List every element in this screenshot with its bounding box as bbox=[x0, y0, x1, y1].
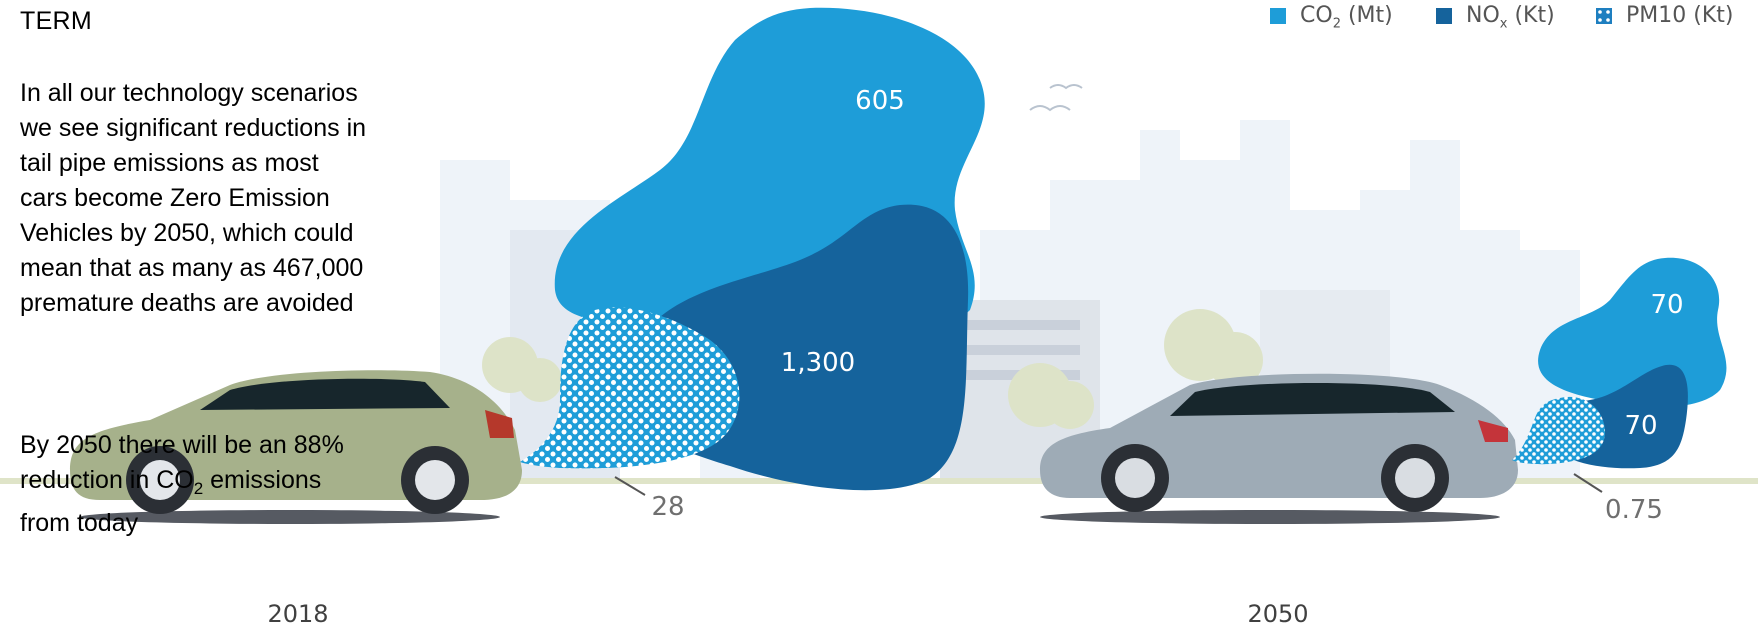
birds-icon bbox=[1029, 84, 1083, 112]
legend-nox-text: NO bbox=[1466, 3, 1500, 28]
reduction-text-subscript: 2 bbox=[193, 479, 204, 498]
value-pm10-2018: 28 bbox=[651, 492, 685, 522]
legend-label-co2: CO2 (Mt) bbox=[1300, 3, 1393, 31]
value-nox-2050: 70 bbox=[1624, 411, 1658, 441]
reduction-text-end: emissions from today bbox=[20, 466, 322, 537]
intro-paragraph: In all our technology scenarios we see s… bbox=[20, 79, 367, 317]
page-heading: TERM bbox=[20, 7, 93, 35]
pm10-pointer-2018 bbox=[614, 476, 646, 496]
reduction-paragraph: By 2050 there will be an 88% reduction i… bbox=[20, 428, 350, 541]
legend-pm10-unit: (Kt) bbox=[1686, 3, 1734, 28]
trees bbox=[482, 309, 1263, 429]
car-2050-icon bbox=[1040, 373, 1518, 524]
legend-swatch-pm10 bbox=[1596, 8, 1612, 24]
pm10-pointer-2050 bbox=[1573, 473, 1603, 493]
legend-co2-sub: 2 bbox=[1332, 16, 1341, 32]
reduction-text-main: By 2050 there will be an 88% reduction i… bbox=[20, 431, 344, 494]
value-co2-2018: 605 bbox=[855, 86, 905, 116]
value-nox-2018: 1,300 bbox=[780, 348, 856, 378]
legend-pm10-text: PM10 bbox=[1626, 3, 1687, 28]
value-pm10-2050: 0.75 bbox=[1605, 495, 1663, 525]
year-label-2018: 2018 bbox=[267, 600, 329, 628]
legend-nox-sub: x bbox=[1499, 16, 1508, 32]
legend: CO2 (Mt) NOx (Kt) PM10 (Kt) bbox=[1258, 0, 1758, 31]
legend-label-pm10: PM10 (Kt) bbox=[1626, 3, 1733, 28]
year-label-2050: 2050 bbox=[1247, 600, 1309, 628]
legend-swatch-co2 bbox=[1270, 8, 1286, 24]
cloud-pm10-2018 bbox=[520, 307, 740, 469]
value-co2-2050: 70 bbox=[1650, 290, 1684, 320]
legend-swatch-nox bbox=[1436, 8, 1452, 24]
legend-co2-unit: (Mt) bbox=[1340, 3, 1393, 28]
legend-label-nox: NOx (Kt) bbox=[1466, 3, 1555, 31]
car-2018-icon bbox=[70, 370, 522, 524]
cloud-pm10-2050 bbox=[1512, 396, 1605, 465]
legend-nox-unit: (Kt) bbox=[1507, 3, 1555, 28]
legend-co2-text: CO bbox=[1300, 3, 1333, 28]
